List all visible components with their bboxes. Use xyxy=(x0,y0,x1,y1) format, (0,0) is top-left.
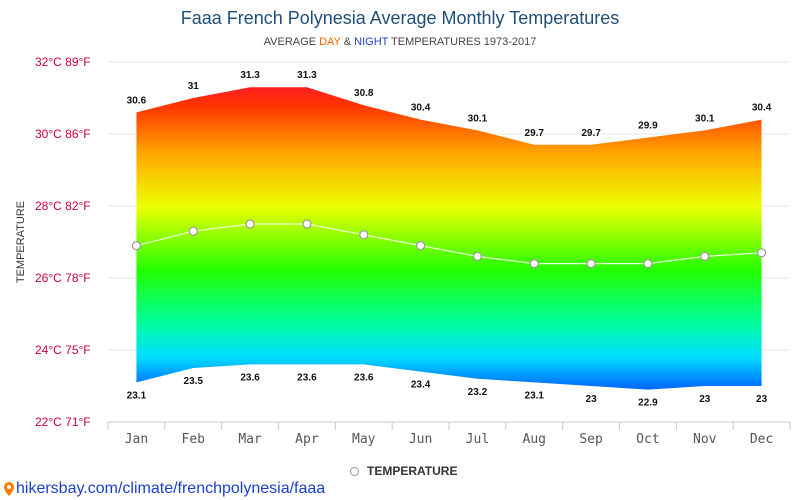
subtitle-night: NIGHT xyxy=(354,36,389,48)
mean-temperature-line xyxy=(136,223,762,265)
map-pin-icon xyxy=(4,482,14,496)
high-value-label: 30.1 xyxy=(468,113,488,124)
mean-temperature-point xyxy=(245,219,255,229)
source-text: hikersbay.com/climate/frenchpolynesia/fa… xyxy=(16,480,326,497)
subtitle-day: DAY xyxy=(319,36,341,48)
subtitle-suffix: TEMPERATURES 1973-2017 xyxy=(388,36,537,48)
x-tick-label: Dec xyxy=(750,432,773,447)
y-tick-label: 32°C 89°F xyxy=(35,55,91,69)
x-tick-label: Mar xyxy=(238,432,262,447)
y-tick-label: 24°C 75°F xyxy=(35,343,91,357)
high-value-label: 31.3 xyxy=(297,70,317,81)
low-value-label: 23 xyxy=(699,394,711,405)
low-value-label: 23.4 xyxy=(411,380,431,391)
y-tick-label: 22°C 71°F xyxy=(35,415,91,429)
mean-temperature-point xyxy=(643,259,653,269)
high-value-label: 30.1 xyxy=(695,113,715,124)
temperature-range-area xyxy=(136,87,762,390)
high-value-label: 30.8 xyxy=(354,88,374,99)
subtitle-amp: & xyxy=(340,36,355,48)
x-tick-label: Nov xyxy=(693,432,717,447)
low-value-label: 22.9 xyxy=(638,398,658,409)
x-tick-label: Jul xyxy=(466,432,489,447)
low-value-label: 23.5 xyxy=(184,376,204,387)
high-value-label: 29.7 xyxy=(581,128,601,139)
x-tick-label: Aug xyxy=(523,432,546,447)
legend-marker-icon xyxy=(350,466,359,476)
chart-subtitle: AVERAGE DAY & NIGHT TEMPERATURES 1973-20… xyxy=(0,36,800,48)
x-tick-label: Apr xyxy=(295,432,319,447)
y-axis-title: TEMPERATURE xyxy=(15,201,27,283)
high-value-label: 30.4 xyxy=(411,103,431,114)
mean-temperature-point xyxy=(131,241,142,251)
high-value-label: 31.3 xyxy=(240,70,260,81)
x-tick-label: Jan xyxy=(125,432,148,447)
chart-legend[interactable]: TEMPERATURE xyxy=(350,464,457,478)
high-value-label: 31 xyxy=(188,81,200,92)
mean-temperature-point xyxy=(415,241,426,251)
high-value-label: 29.7 xyxy=(525,128,545,139)
low-value-label: 23.1 xyxy=(525,390,545,401)
x-tick-label: Oct xyxy=(636,432,659,447)
low-value-label: 23.6 xyxy=(297,372,317,383)
mean-temperature-point xyxy=(756,248,767,258)
mean-temperature-point xyxy=(188,226,198,236)
mean-temperature-point xyxy=(359,230,369,240)
y-tick-label: 26°C 78°F xyxy=(35,271,91,285)
y-tick-label: 30°C 86°F xyxy=(35,127,91,141)
mean-temperature-point xyxy=(529,259,539,269)
low-value-label: 23.2 xyxy=(468,387,488,398)
x-tick-label: Sep xyxy=(579,432,603,447)
mean-temperature-point xyxy=(472,251,483,261)
high-value-label: 30.6 xyxy=(127,95,147,106)
mean-temperature-point xyxy=(586,259,596,269)
legend-label: TEMPERATURE xyxy=(367,464,458,478)
x-tick-label: Feb xyxy=(182,432,206,447)
mean-temperature-point xyxy=(302,219,312,229)
low-value-label: 23.1 xyxy=(127,390,147,401)
low-value-label: 23 xyxy=(756,394,768,405)
x-tick-label: Jun xyxy=(409,432,432,447)
low-value-label: 23.6 xyxy=(240,372,260,383)
high-value-label: 29.9 xyxy=(638,121,658,132)
subtitle-prefix: AVERAGE xyxy=(263,36,320,48)
low-value-label: 23 xyxy=(586,394,598,405)
high-value-label: 30.4 xyxy=(752,103,772,114)
y-tick-label: 28°C 82°F xyxy=(35,199,91,213)
mean-temperature-point xyxy=(700,251,710,261)
x-tick-label: May xyxy=(352,432,376,447)
source-link[interactable]: hikersbay.com/climate/frenchpolynesia/fa… xyxy=(4,480,325,498)
low-value-label: 23.6 xyxy=(354,372,374,383)
chart-title: Faaa French Polynesia Average Monthly Te… xyxy=(180,8,620,28)
